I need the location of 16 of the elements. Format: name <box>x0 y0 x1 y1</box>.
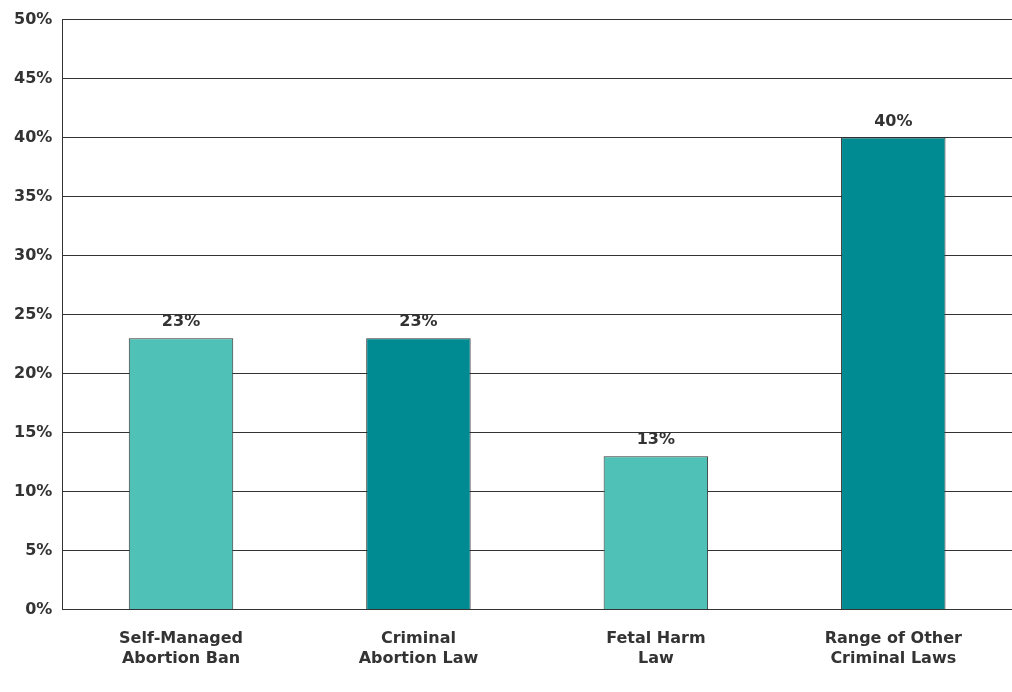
y-tick-label: 30% <box>14 244 53 264</box>
y-tick-label: 10% <box>14 480 53 500</box>
x-tick-label: Fetal Harm Law <box>606 628 706 667</box>
data-label: 40% <box>874 110 913 130</box>
y-tick-label: 0% <box>25 598 53 618</box>
x-tick-label: Criminal Abortion Law <box>358 628 479 667</box>
y-tick-label: 35% <box>14 185 53 205</box>
y-tick-label: 50% <box>14 8 53 28</box>
y-tick-label: 25% <box>14 303 53 323</box>
y-tick-label: 15% <box>14 421 53 441</box>
y-tick-label: 40% <box>14 126 53 146</box>
y-tick-label: 45% <box>14 67 53 87</box>
x-tick-label: Self-Managed Abortion Ban <box>119 628 243 667</box>
y-tick-label: 20% <box>14 362 53 382</box>
y-tick-label: 5% <box>25 539 53 559</box>
x-tick-label: Range of Other Criminal Laws <box>824 628 963 667</box>
